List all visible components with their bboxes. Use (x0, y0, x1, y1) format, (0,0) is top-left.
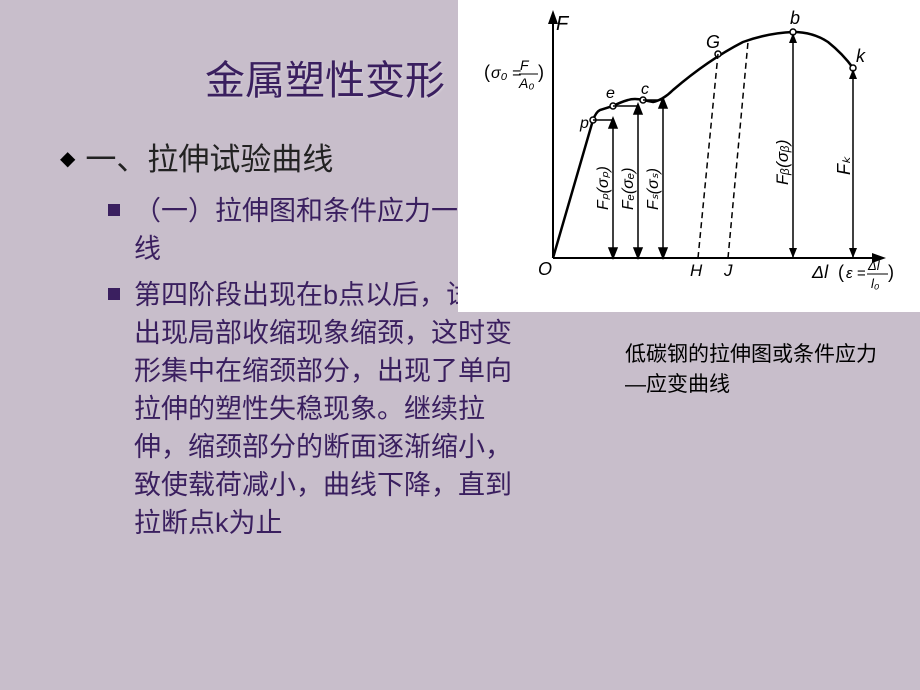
point-p: p (579, 115, 589, 132)
diagram-caption: 低碳钢的拉伸图或条件应力—应变曲线 (625, 340, 885, 400)
square-bullet-icon (108, 204, 120, 216)
section-title: 一、拉伸试验曲线 (85, 140, 333, 180)
svg-text:l₀: l₀ (871, 276, 880, 291)
label-Fk: Fₖ (834, 156, 854, 175)
svg-text:ε =: ε = (846, 265, 866, 282)
x-axis-label: Δl (811, 262, 829, 282)
point-H: H (690, 261, 703, 280)
svg-text:σ₀ =: σ₀ = (491, 65, 521, 82)
svg-text:A₀: A₀ (518, 75, 534, 91)
stress-strain-diagram: O F ( σ₀ = F A₀ ) p e c G b k (458, 0, 920, 312)
diamond-bullet-icon: ◆ (60, 140, 75, 178)
svg-text:): ) (888, 262, 894, 282)
svg-text:Δl: Δl (867, 258, 881, 273)
label-Fp: Fₚ(σₚ) (595, 166, 612, 210)
subsection-2-text: 第四阶段出现在b点以后，试件出现局部收缩现象缩颈，这时变形集中在缩颈部分，出现了… (134, 276, 520, 542)
content-block: ◆ 一、拉伸试验曲线 （一）拉伸图和条件应力一变曲线 第四阶段出现在b点以后，试… (60, 140, 520, 550)
origin-label: O (538, 259, 552, 279)
label-Fe: Fₑ(σₑ) (620, 168, 637, 210)
svg-text:(: ( (484, 62, 490, 82)
svg-text:F: F (520, 57, 530, 73)
svg-text:): ) (538, 62, 544, 82)
subsection-2: 第四阶段出现在b点以后，试件出现局部收缩现象缩颈，这时变形集中在缩颈部分，出现了… (108, 276, 520, 542)
slide-title: 金属塑性变形 (205, 48, 445, 106)
point-G: G (706, 32, 720, 52)
epsilon-formula: ( ε = Δl l₀ ) (838, 258, 894, 291)
point-b: b (790, 8, 800, 28)
square-bullet-icon (108, 288, 120, 300)
label-Fs: Fₛ(σₛ) (645, 168, 662, 210)
label-Fb: Fᵦ(σᵦ) (773, 139, 792, 185)
sigma0-formula: ( σ₀ = F A₀ ) (484, 57, 544, 91)
svg-text:(: ( (838, 262, 844, 282)
y-axis-label: F (556, 13, 570, 35)
section-header: ◆ 一、拉伸试验曲线 (60, 140, 520, 180)
point-k: k (856, 46, 866, 66)
point-e: e (606, 85, 615, 102)
point-J: J (723, 261, 733, 280)
point-c: c (641, 81, 649, 98)
